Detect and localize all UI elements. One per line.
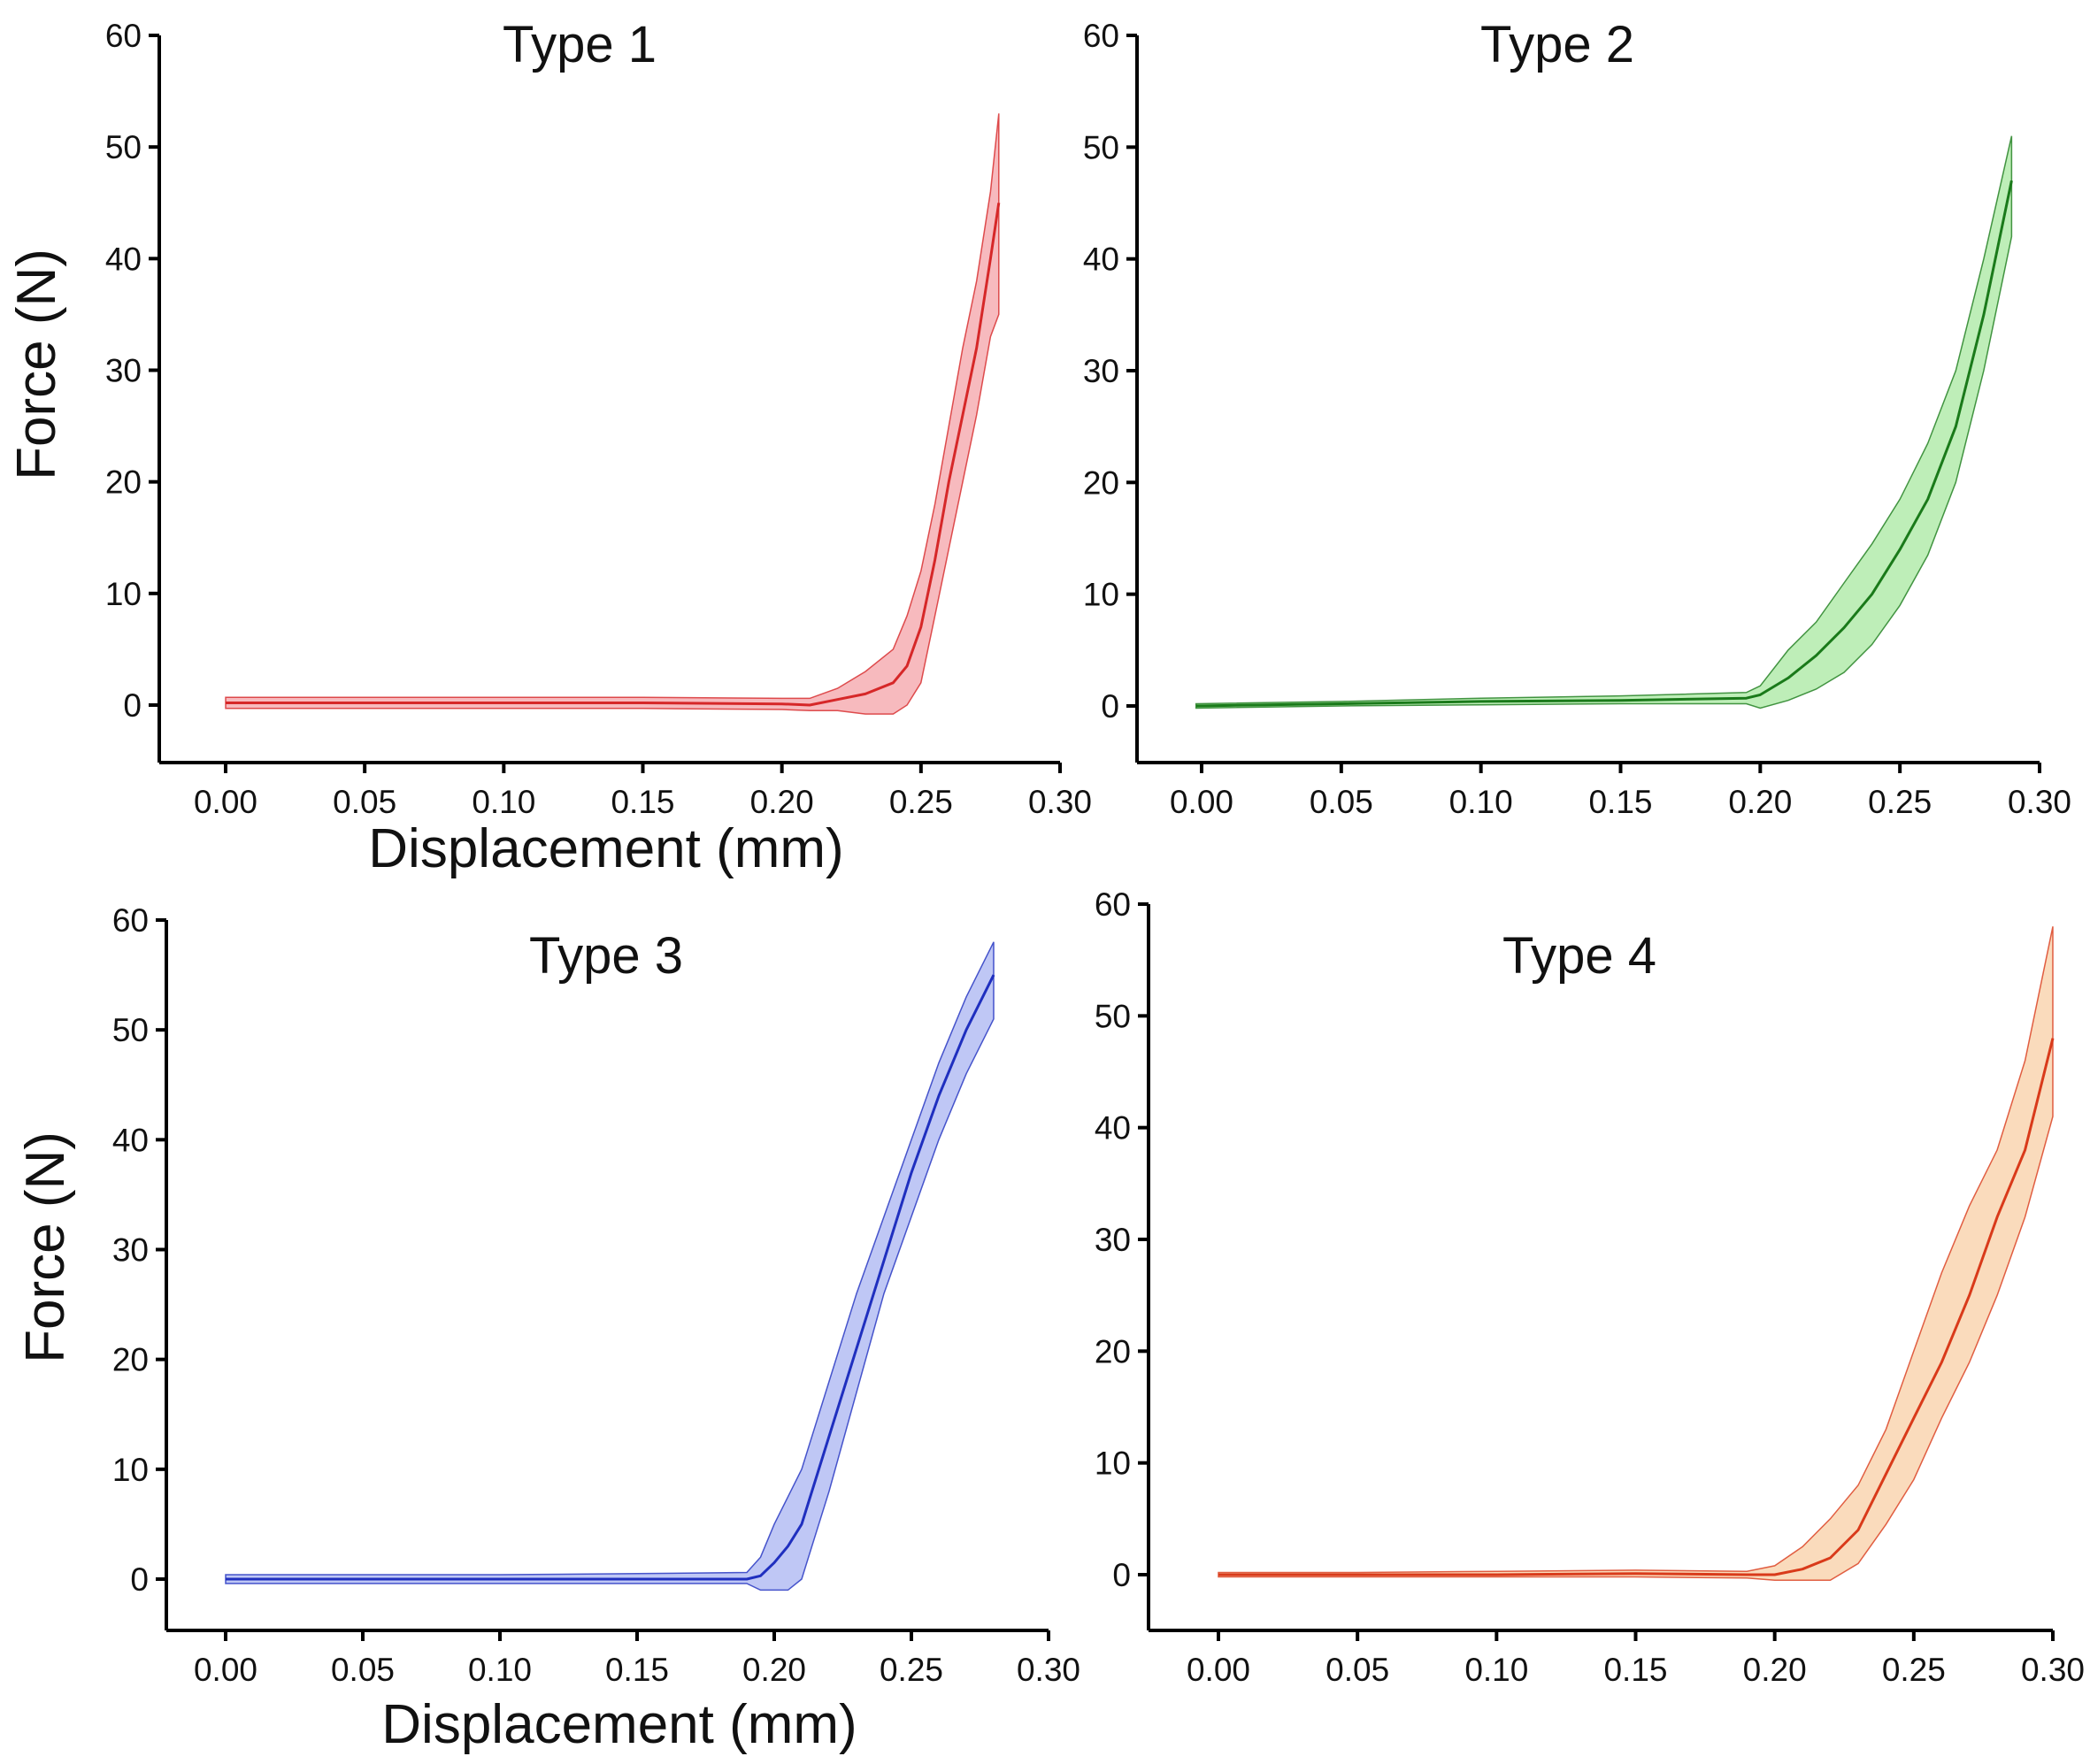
mean-line — [226, 203, 1001, 707]
x-tick-label: 0.25 — [880, 1652, 943, 1688]
y-tick-label: 10 — [1095, 1446, 1131, 1482]
confidence-band — [1195, 135, 2013, 709]
x-axis-title-top: Displacement (mm) — [368, 818, 843, 879]
x-tick-label: 0.05 — [331, 1652, 395, 1688]
y-tick-label: 40 — [1083, 242, 1119, 278]
y-tick-label: 0 — [123, 687, 142, 724]
panel-title: Type 2 — [1480, 16, 1634, 73]
y-tick-label: 60 — [1095, 886, 1131, 923]
y-tick-label: 40 — [105, 241, 142, 277]
panel-title: Type 3 — [529, 927, 683, 985]
x-tick-label: 0.15 — [605, 1652, 669, 1688]
panel-type-2: 0 10 20 30 40 50 60 0.00 0.05 0.10 0.15 0.20 0.25 0.3… — [1083, 16, 2071, 820]
x-tick-label: 0.30 — [1017, 1652, 1080, 1688]
x-tick-label: 0.20 — [750, 784, 814, 820]
panel-title: Type 4 — [1502, 927, 1656, 985]
y-tick-label: 30 — [1083, 353, 1119, 389]
x-tick-label: 0.25 — [889, 784, 953, 820]
confidence-band — [1218, 926, 2054, 1582]
confidence-band — [225, 941, 995, 1591]
panel-type-1: 0 10 20 30 40 50 60 0.00 0.05 0.10 0.15 0.20 0.25 0.3… — [105, 16, 1092, 820]
x-tick-label: 0.00 — [194, 1652, 257, 1688]
y-tick-label: 0 — [1112, 1557, 1131, 1593]
x-tick-label: 0.30 — [1028, 784, 1092, 820]
confidence-band — [225, 113, 1000, 715]
x-tick-label: 0.15 — [1603, 1652, 1667, 1688]
y-tick-label: 50 — [105, 129, 142, 165]
y-tick-label: 60 — [105, 18, 142, 54]
mean-line — [1195, 180, 2013, 708]
panel-type-4: 0 10 20 30 40 50 60 0.00 0.05 0.10 0.15 0.20 0.25 0.3… — [1095, 886, 2085, 1688]
y-tick-label: 10 — [105, 576, 142, 612]
mean-line — [1218, 1038, 2055, 1576]
x-tick-label: 0.00 — [1187, 1652, 1250, 1688]
y-tick-label: 0 — [130, 1561, 149, 1598]
y-tick-label: 30 — [112, 1232, 149, 1269]
y-tick-label: 20 — [105, 464, 142, 501]
x-tick-label: 0.20 — [742, 1652, 806, 1688]
panel-title: Type 1 — [503, 16, 657, 73]
y-tick-label: 60 — [1083, 18, 1119, 54]
y-tick-label: 50 — [1095, 998, 1131, 1034]
x-tick-label: 0.30 — [2008, 784, 2071, 820]
x-tick-label: 0.10 — [1464, 1652, 1528, 1688]
x-tick-label: 0.10 — [468, 1652, 532, 1688]
x-tick-label: 0.20 — [1743, 1652, 1807, 1688]
x-tick-label: 0.10 — [1449, 784, 1513, 820]
x-tick-label: 0.05 — [1325, 1652, 1389, 1688]
x-tick-label: 0.15 — [1588, 784, 1652, 820]
x-tick-label: 0.10 — [472, 784, 535, 820]
y-tick-label: 30 — [1095, 1222, 1131, 1258]
y-tick-label: 60 — [112, 902, 149, 939]
y-tick-label: 50 — [112, 1012, 149, 1048]
x-tick-label: 0.25 — [1882, 1652, 1946, 1688]
x-tick-label: 0.30 — [2021, 1652, 2085, 1688]
x-tick-label: 0.00 — [1170, 784, 1233, 820]
x-tick-label: 0.25 — [1868, 784, 1932, 820]
x-tick-label: 0.00 — [194, 784, 257, 820]
y-tick-label: 0 — [1101, 688, 1119, 725]
y-tick-label: 20 — [1083, 464, 1119, 501]
y-tick-label: 20 — [1095, 1333, 1131, 1369]
x-axis-title-bottom: Displacement (mm) — [381, 1694, 857, 1755]
y-tick-label: 40 — [112, 1122, 149, 1158]
x-tick-label: 0.20 — [1728, 784, 1792, 820]
y-tick-label: 10 — [1083, 577, 1119, 613]
y-tick-label: 40 — [1095, 1110, 1131, 1147]
y-tick-label: 50 — [1083, 129, 1119, 165]
y-tick-label: 20 — [112, 1342, 149, 1378]
x-tick-label: 0.15 — [611, 784, 674, 820]
x-tick-label: 0.05 — [333, 784, 396, 820]
y-axis-title-top: Force (N) — [6, 249, 67, 480]
mean-line — [226, 974, 995, 1581]
y-tick-label: 10 — [112, 1452, 149, 1488]
panel-type-3: 0 10 20 30 40 50 60 0.00 0.05 0.10 0.15 0.20 0.25 0.3… — [112, 902, 1080, 1688]
y-axis-title-bottom: Force (N) — [15, 1131, 76, 1363]
x-tick-label: 0.05 — [1310, 784, 1373, 820]
y-tick-label: 30 — [105, 353, 142, 389]
